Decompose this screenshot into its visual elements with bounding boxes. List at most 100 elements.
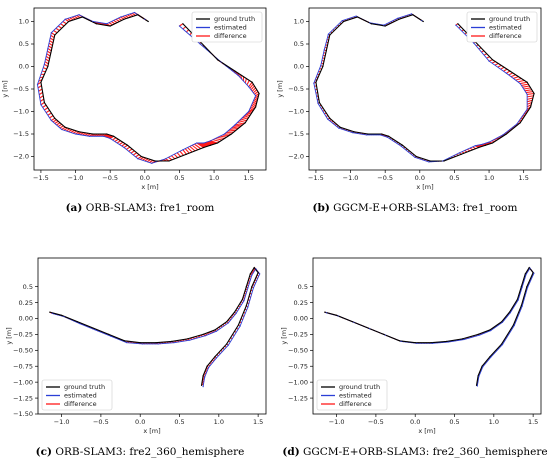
- data-point-estimated: [397, 17, 399, 19]
- data-point-ground-truth: [253, 266, 255, 269]
- difference-segment: [48, 45, 53, 49]
- legend-label: difference: [214, 32, 247, 40]
- y-tick-label: −2.0: [13, 153, 29, 161]
- y-tick-label: −0.50: [13, 347, 33, 355]
- difference-segment: [179, 23, 184, 27]
- data-point-ground-truth: [123, 18, 125, 20]
- data-point-ground-truth: [185, 153, 187, 155]
- data-point-ground-truth: [388, 135, 390, 137]
- difference-segment: [128, 148, 133, 152]
- data-point-ground-truth: [60, 314, 63, 316]
- data-point-estimated: [182, 149, 184, 151]
- legend-label: ground truth: [489, 15, 530, 23]
- difference-segment: [526, 104, 532, 108]
- data-point-estimated: [458, 152, 460, 154]
- difference-segment: [249, 104, 257, 110]
- data-point-estimated: [519, 83, 521, 85]
- caption-d-text: GGCM-E+ORB-SLAM3: fre2_360_hemisphere: [303, 446, 548, 458]
- data-point-ground-truth: [206, 365, 208, 367]
- chart-panel-d: −1.0 −0.5 0.0 0.5 1.0 1.5 0.5 0.25 0.00 −0.25 −0.5…: [275, 250, 550, 440]
- data-point-ground-truth: [244, 122, 246, 124]
- difference-segment: [51, 32, 56, 36]
- legend-label: difference: [339, 400, 372, 408]
- difference-segment: [170, 155, 176, 160]
- data-point-ground-truth: [430, 342, 432, 344]
- difference-segment: [123, 144, 128, 148]
- chart-a-svg: −1.5 −1.0 −0.5 0.0 0.5 1.0 1.5 1.0 0.5 0.0 −0.5 −1.…: [1, 7, 267, 191]
- data-point-estimated: [525, 273, 527, 276]
- x-tick-label: 1.0: [484, 174, 494, 182]
- y-tick-label: −1.5: [13, 130, 29, 138]
- data-point-estimated: [164, 158, 167, 160]
- difference-segment: [182, 149, 187, 155]
- difference-segment: [198, 142, 207, 148]
- y-tick-label: 0.25: [294, 299, 308, 307]
- data-point-estimated: [251, 274, 253, 276]
- difference-segment: [173, 153, 179, 159]
- data-point-ground-truth: [343, 20, 345, 23]
- data-point-ground-truth: [530, 106, 532, 108]
- data-point-ground-truth: [95, 23, 97, 25]
- data-point-estimated: [252, 287, 255, 289]
- data-point-ground-truth: [460, 153, 462, 155]
- caption-a-text: ORB-SLAM3: fre1_room: [85, 202, 215, 214]
- difference-segment: [197, 142, 206, 148]
- difference-segment: [182, 26, 187, 30]
- x-tick-label: −0.5: [93, 418, 109, 426]
- data-point-estimated: [144, 18, 146, 20]
- difference-segment: [61, 126, 66, 130]
- difference-segment: [40, 98, 45, 102]
- data-point-estimated: [157, 343, 159, 345]
- data-point-estimated: [204, 335, 207, 337]
- data-point-ground-truth: [491, 59, 494, 61]
- data-point-estimated: [517, 299, 519, 301]
- y-tick-label: −0.25: [288, 331, 308, 339]
- data-point-estimated: [416, 342, 418, 344]
- difference-segment: [46, 53, 51, 57]
- data-point-ground-truth: [477, 333, 479, 336]
- x-tick-label: −1.0: [54, 418, 70, 426]
- data-point-estimated: [47, 47, 49, 50]
- data-point-ground-truth: [47, 65, 49, 68]
- caption-b-text: GGCM-E+ORB-SLAM3: fre1_room: [333, 202, 518, 214]
- difference-segment: [114, 138, 119, 142]
- data-point-ground-truth: [443, 160, 445, 162]
- data-point-estimated: [51, 312, 53, 314]
- data-point-ground-truth: [43, 101, 45, 104]
- y-tick-label: 1.0: [294, 18, 304, 26]
- data-point-ground-truth: [92, 327, 94, 329]
- y-tick-label: −0.75: [288, 362, 308, 370]
- difference-segment: [49, 115, 54, 119]
- data-point-estimated: [227, 322, 229, 324]
- data-point-ground-truth: [147, 20, 149, 23]
- data-point-ground-truth: [533, 92, 535, 95]
- data-point-ground-truth: [54, 117, 56, 119]
- x-tick-label: −1.0: [68, 174, 84, 182]
- difference-segment: [45, 109, 50, 114]
- difference-segment: [168, 156, 173, 161]
- data-point-estimated: [317, 102, 319, 104]
- difference-segment: [500, 66, 505, 70]
- difference-segment: [253, 97, 259, 102]
- difference-segment: [38, 88, 43, 92]
- difference-segment: [126, 146, 131, 150]
- difference-segment: [254, 91, 259, 95]
- difference-segment: [526, 101, 532, 105]
- data-point-ground-truth: [257, 272, 259, 274]
- data-point-estimated: [521, 305, 523, 307]
- difference-segment: [246, 80, 250, 86]
- data-point-estimated: [490, 329, 492, 332]
- data-point-estimated: [414, 156, 416, 158]
- data-point-ground-truth: [401, 144, 404, 146]
- y-tick-label: 0.5: [19, 40, 29, 48]
- data-point-estimated: [325, 312, 327, 314]
- difference-segment: [51, 117, 56, 121]
- difference-segment: [506, 70, 511, 74]
- x-tick-label: 0.5: [449, 418, 459, 426]
- data-point-ground-truth: [40, 81, 42, 83]
- difference-segment: [135, 154, 140, 158]
- data-point-ground-truth: [251, 286, 253, 288]
- data-point-ground-truth: [202, 333, 204, 336]
- difference-segment: [59, 125, 64, 129]
- difference-segment: [60, 23, 65, 27]
